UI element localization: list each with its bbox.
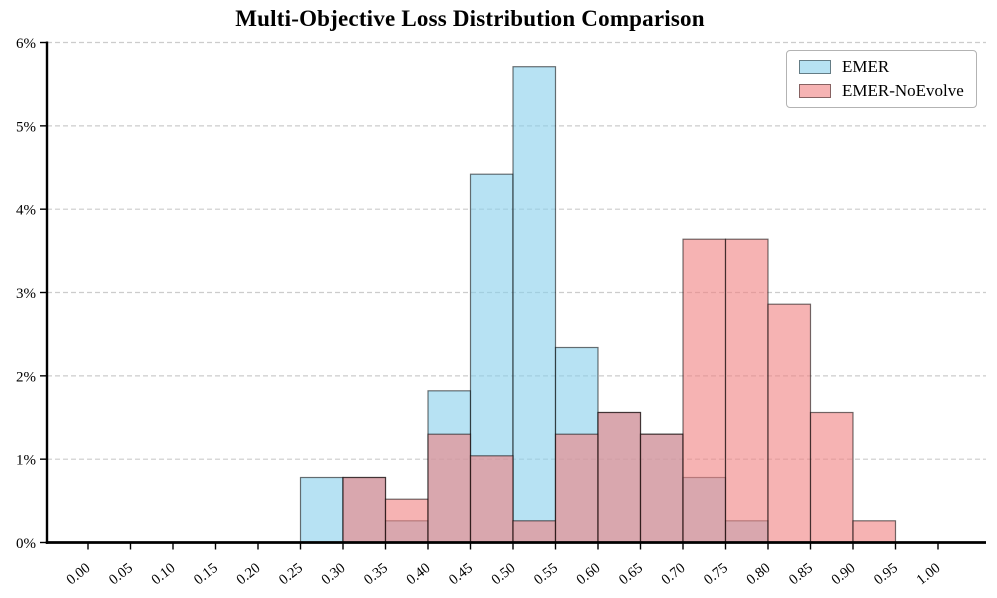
histogram-bar-EMER-0.25 [299, 476, 344, 544]
histogram-bar-EMER-NoEvolve-0.55 [554, 433, 599, 544]
x-tick-label-0.60: 0.60 [574, 560, 604, 588]
x-tick-label-0.95: 0.95 [871, 560, 901, 588]
legend-item-emer-noevolve: EMER-NoEvolve [799, 82, 966, 99]
x-tick-label-0.75: 0.75 [701, 560, 731, 588]
x-tick-label-0.40: 0.40 [404, 560, 434, 588]
histogram-bar-EMER-NoEvolve-0.35 [384, 498, 429, 544]
y-tick-label-1%: 1% [16, 453, 36, 469]
emer-noevolve-swatch-icon [799, 83, 831, 98]
legend-item-emer: EMER [799, 58, 966, 75]
legend-label-emer-noevolve: EMER-NoEvolve [842, 81, 964, 100]
histogram-bar-EMER-NoEvolve-0.90 [852, 520, 897, 544]
x-tick-label-0.70: 0.70 [659, 560, 689, 588]
x-tick-label-0.20: 0.20 [234, 560, 264, 588]
histogram-bar-EMER-NoEvolve-0.50 [512, 520, 557, 544]
histogram-bar-EMER-NoEvolve-0.75 [724, 238, 769, 544]
x-tick-label-0.35: 0.35 [361, 560, 391, 588]
x-tick-label-0.30: 0.30 [319, 560, 349, 588]
legend-label-emer: EMER [842, 57, 890, 76]
x-tick-label-0.00: 0.00 [64, 560, 94, 588]
histogram-bar-EMER-NoEvolve-0.30 [342, 476, 387, 544]
histogram-bar-EMER-NoEvolve-0.45 [469, 455, 514, 544]
histogram-bar-EMER-NoEvolve-0.80 [767, 303, 812, 544]
emer-swatch-icon [799, 59, 831, 74]
x-tick-label-0.50: 0.50 [489, 560, 519, 588]
x-tick-label-0.45: 0.45 [446, 560, 476, 588]
histogram-bar-EMER-NoEvolve-0.60 [597, 411, 642, 544]
y-tick-label-3%: 3% [16, 286, 36, 302]
histogram-bar-EMER-0.50 [512, 66, 557, 544]
x-tick-label-1.00: 1.00 [914, 560, 944, 588]
chart-title: Multi-Objective Loss Distribution Compar… [235, 6, 705, 31]
x-tick-label-0.80: 0.80 [744, 560, 774, 588]
x-tick-label-0.65: 0.65 [616, 560, 646, 588]
x-tick-label-0.05: 0.05 [106, 560, 136, 588]
histogram-bar-EMER-NoEvolve-0.65 [639, 433, 684, 544]
y-tick-label-2%: 2% [16, 369, 36, 385]
y-tick-label-4%: 4% [16, 203, 36, 219]
legend: EMER EMER-NoEvolve [786, 50, 977, 108]
x-tick-label-0.85: 0.85 [786, 560, 816, 588]
histogram-bar-EMER-NoEvolve-0.85 [809, 411, 854, 544]
x-tick-label-0.90: 0.90 [829, 560, 859, 588]
histogram-bar-EMER-NoEvolve-0.70 [682, 238, 727, 544]
x-tick-label-0.25: 0.25 [276, 560, 306, 588]
x-tick-label-0.55: 0.55 [531, 560, 561, 588]
y-tick-label-5%: 5% [16, 119, 36, 135]
x-tick-label-0.10: 0.10 [149, 560, 179, 588]
x-tick-label-0.15: 0.15 [191, 560, 221, 588]
y-tick-label-6%: 6% [16, 36, 36, 52]
y-tick-label-0%: 0% [16, 536, 36, 552]
histogram-bar-EMER-NoEvolve-0.40 [427, 433, 472, 544]
